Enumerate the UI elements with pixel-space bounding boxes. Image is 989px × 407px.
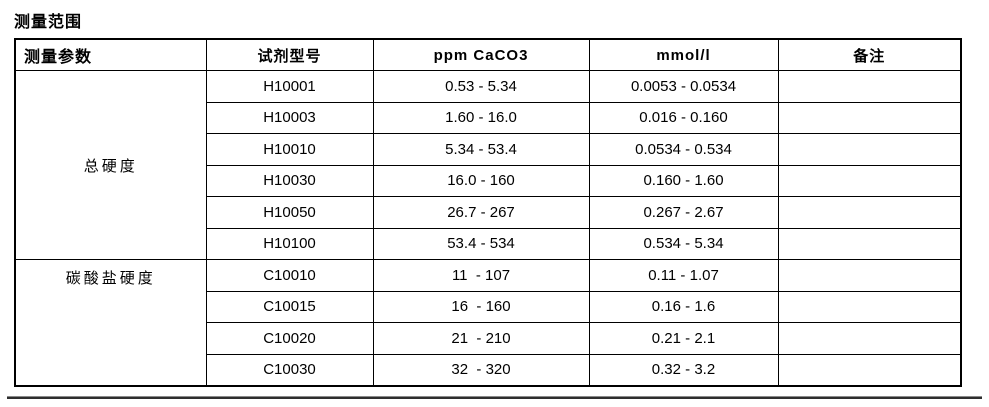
note-cell xyxy=(777,227,962,260)
ppm-cell: 1.60 - 16.0 xyxy=(372,101,590,134)
ppm-cell: 21 - 210 xyxy=(372,322,590,355)
table-row: H10050 26.7 - 267 0.267 - 2.67 xyxy=(15,196,962,229)
ppm-cell: 53.4 - 534 xyxy=(372,227,590,260)
table-row: H10010 5.34 - 53.4 0.0534 - 0.534 xyxy=(15,133,962,166)
model-cell: H10030 xyxy=(205,164,374,197)
parameter-cell: 碳酸盐硬度 xyxy=(14,259,207,387)
note-cell xyxy=(777,101,962,134)
model-cell: H10050 xyxy=(205,196,374,229)
ppm-cell: 5.34 - 53.4 xyxy=(372,133,590,166)
note-cell xyxy=(777,322,962,355)
note-cell xyxy=(777,290,962,323)
mmol-cell: 0.534 - 5.34 xyxy=(588,227,779,260)
note-cell xyxy=(777,133,962,166)
model-cell: H10010 xyxy=(205,133,374,166)
page-title: 测量范围 xyxy=(14,14,83,31)
model-cell: C10020 xyxy=(205,322,374,355)
table-header-row: 测量参数 试剂型号 ppm CaCO3 mmol/l 备注 xyxy=(14,38,962,71)
table-row: 碳酸盐硬度 C10010 11 - 107 0.11 - 1.07 xyxy=(14,259,962,387)
measurement-table-body: 总硬度 H10001 0.53 - 5.34 0.0053 - 0.0534 H1000… xyxy=(14,70,962,387)
mmol-cell: 0.267 - 2.67 xyxy=(588,196,779,229)
parameter-cell: 总硬度 xyxy=(14,70,207,260)
mmol-cell: 0.160 - 1.60 xyxy=(588,164,779,197)
column-header: 备注 xyxy=(777,38,962,71)
ppm-cell: 0.53 - 5.34 xyxy=(372,70,590,103)
mmol-cell: 0.11 - 1.07 xyxy=(588,259,779,292)
table-row: C10030 32 - 320 0.32 - 3.2 xyxy=(15,353,962,387)
column-header: 试剂型号 xyxy=(205,38,374,71)
column-header: mmol/l xyxy=(588,38,779,71)
mmol-cell: 0.16 - 1.6 xyxy=(588,290,779,323)
note-cell xyxy=(777,353,962,387)
table-row: H10100 53.4 - 534 0.534 - 5.34 xyxy=(15,227,962,260)
column-header: ppm CaCO3 xyxy=(372,38,590,71)
table-row: C10020 21 - 210 0.21 - 2.1 xyxy=(15,322,962,355)
model-cell: C10015 xyxy=(205,290,374,323)
table-row: C10015 16 - 160 0.16 - 1.6 xyxy=(15,290,962,323)
measurement-range-table: 测量参数 试剂型号 ppm CaCO3 mmol/l 备注 总硬度 H10001 0.53 … xyxy=(14,38,962,387)
ppm-cell: 26.7 - 267 xyxy=(372,196,590,229)
mmol-cell: 0.32 - 3.2 xyxy=(588,353,779,387)
table-row: 总硬度 H10001 0.53 - 5.34 0.0053 - 0.0534 xyxy=(14,70,962,260)
ppm-cell: 16 - 160 xyxy=(372,290,590,323)
model-cell: H10001 xyxy=(205,70,374,103)
note-cell xyxy=(777,259,962,292)
model-cell: H10100 xyxy=(205,227,374,260)
column-header: 测量参数 xyxy=(14,38,207,71)
mmol-cell: 0.0534 - 0.534 xyxy=(588,133,779,166)
table-row: H10030 16.0 - 160 0.160 - 1.60 xyxy=(15,164,962,197)
mmol-cell: 0.0053 - 0.0534 xyxy=(588,70,779,103)
model-cell: H10003 xyxy=(205,101,374,134)
note-cell xyxy=(777,70,962,103)
model-cell: C10010 xyxy=(205,259,374,292)
ppm-cell: 32 - 320 xyxy=(372,353,590,387)
page-bottom-rule xyxy=(7,396,982,399)
note-cell xyxy=(777,196,962,229)
table-row: H10003 1.60 - 16.0 0.016 - 0.160 xyxy=(15,101,962,134)
mmol-cell: 0.21 - 2.1 xyxy=(588,322,779,355)
ppm-cell: 16.0 - 160 xyxy=(372,164,590,197)
note-cell xyxy=(777,164,962,197)
model-cell: C10030 xyxy=(205,353,374,387)
mmol-cell: 0.016 - 0.160 xyxy=(588,101,779,134)
ppm-cell: 11 - 107 xyxy=(372,259,590,292)
